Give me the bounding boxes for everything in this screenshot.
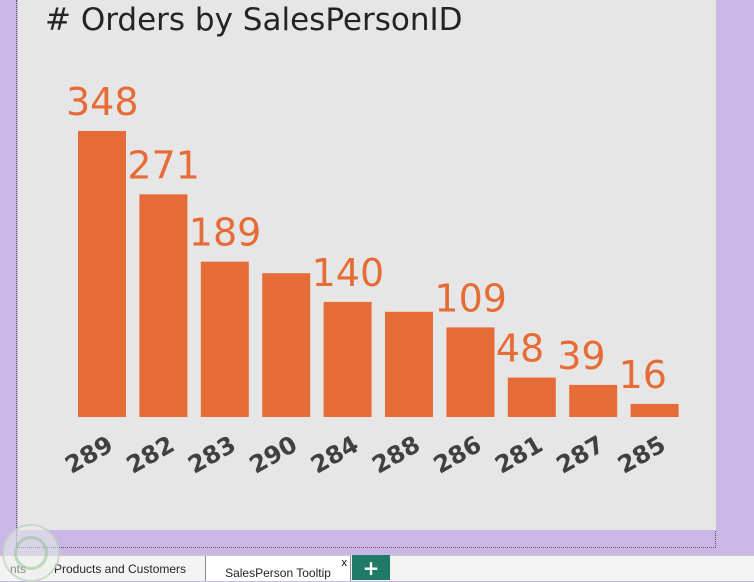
chart-title: # Orders by SalesPersonID — [45, 2, 463, 38]
data-labels-layer: 348 271 189 140 109 48 39 16 — [66, 80, 667, 397]
data-label-289: 348 — [66, 80, 139, 124]
bar-283[interactable] — [200, 261, 249, 417]
x-tick-label-282: 282 — [122, 430, 179, 479]
bar-289[interactable] — [78, 131, 126, 417]
bar-287[interactable] — [569, 384, 618, 417]
x-tick-label-290: 290 — [245, 430, 302, 479]
bar-290[interactable] — [262, 273, 311, 417]
page-tab-products-and-customers[interactable]: Products and Customers — [44, 556, 196, 581]
bar-284[interactable] — [323, 301, 372, 417]
bars-layer — [78, 131, 679, 417]
page-tab-label: Products and Customers — [53, 561, 187, 576]
x-tick-label-281: 281 — [490, 430, 547, 479]
x-tick-label-286: 286 — [429, 430, 486, 479]
x-tick-label-283: 283 — [183, 430, 240, 479]
data-label-284: 140 — [312, 251, 385, 295]
data-label-285: 16 — [619, 353, 667, 397]
page-tab-label: SalesPerson Tooltip — [225, 565, 331, 580]
add-page-button[interactable]: + — [352, 555, 390, 580]
bar-chart-visual[interactable]: # Orders by SalesPersonID 348 271 189 140 10… — [18, 0, 716, 530]
data-label-282: 271 — [127, 143, 200, 187]
x-tick-label-289: 289 — [60, 430, 117, 479]
chart-svg: 348 271 189 140 109 48 39 16 289 282 283 290 284 288… — [60, 80, 679, 479]
bar-285[interactable] — [630, 403, 679, 417]
x-tick-label-284: 284 — [306, 430, 363, 479]
x-tick-label-287: 287 — [552, 430, 609, 479]
x-axis-ticks-layer: 289 282 283 290 284 288 286 281 287 285 — [60, 430, 670, 479]
data-label-287: 39 — [557, 334, 605, 378]
data-label-286: 109 — [434, 276, 507, 320]
close-icon[interactable]: x — [341, 557, 348, 569]
x-tick-label-288: 288 — [367, 430, 424, 479]
bar-288[interactable] — [385, 311, 433, 417]
watermark-logo-inner — [14, 536, 48, 570]
watermark-logo — [2, 524, 60, 582]
x-tick-label-285: 285 — [613, 430, 670, 479]
data-label-283: 189 — [189, 211, 262, 255]
bar-281[interactable] — [507, 377, 556, 417]
page-tab-salesperson-tooltip[interactable]: SalesPerson Tooltip x — [205, 556, 351, 581]
bar-286[interactable] — [446, 327, 495, 417]
bar-282[interactable] — [139, 194, 188, 417]
data-label-281: 48 — [496, 327, 544, 371]
